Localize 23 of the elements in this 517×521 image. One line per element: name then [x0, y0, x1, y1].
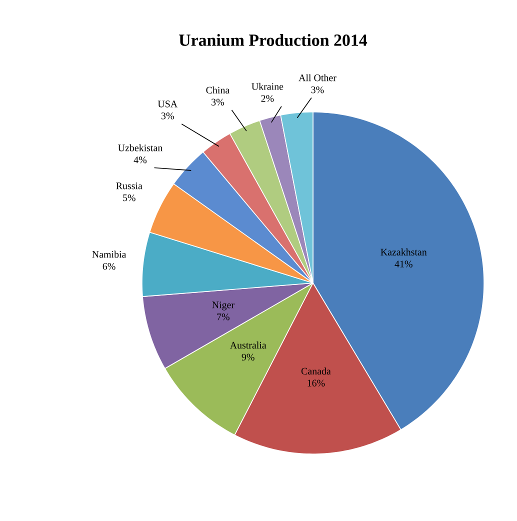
data-label: 2%: [261, 95, 274, 102]
data-label: 4%: [134, 156, 147, 164]
slice-label: Russia: [116, 182, 142, 190]
data-label: 41%: [394, 260, 412, 268]
data-label: 7%: [217, 314, 230, 320]
slice-label: Uzbekistan: [118, 144, 163, 152]
data-label: 3%: [161, 112, 174, 120]
slice-label: Niger: [212, 302, 234, 310]
slice-label: China: [206, 86, 230, 94]
data-label: 6%: [102, 263, 116, 270]
data-label: 16%: [308, 380, 325, 386]
chart-title: Uranium Production 2014: [179, 34, 368, 46]
data-label: 3%: [311, 86, 324, 94]
slice-label: Australia: [230, 342, 266, 349]
slice-label: Namibia: [92, 250, 126, 258]
data-label: 3%: [212, 98, 224, 106]
slice-label: Kazakhstan: [380, 248, 427, 256]
slice-label: USA: [158, 100, 178, 108]
data-label: 9%: [242, 354, 254, 361]
slice-label: All Other: [298, 74, 336, 82]
slice-label: Ukraine: [252, 82, 284, 90]
slice-label: Canada: [301, 367, 331, 374]
data-label: 5%: [123, 194, 136, 202]
